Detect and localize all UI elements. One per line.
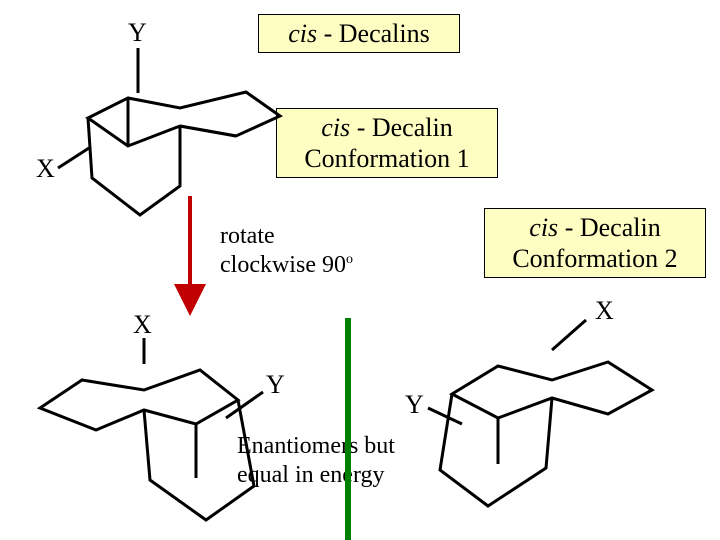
structure-bottom-right [428, 320, 652, 506]
ring-bottom [88, 98, 236, 215]
diagram-svg [0, 0, 720, 540]
ring-top [88, 92, 280, 146]
rings-br [440, 362, 652, 506]
bond-y-bc [428, 408, 462, 424]
structure-top-left [58, 48, 280, 215]
bond-x-left [58, 148, 89, 168]
structure-bottom-left [40, 338, 263, 520]
rings-bl [40, 370, 254, 520]
bond-x-right [552, 320, 586, 350]
